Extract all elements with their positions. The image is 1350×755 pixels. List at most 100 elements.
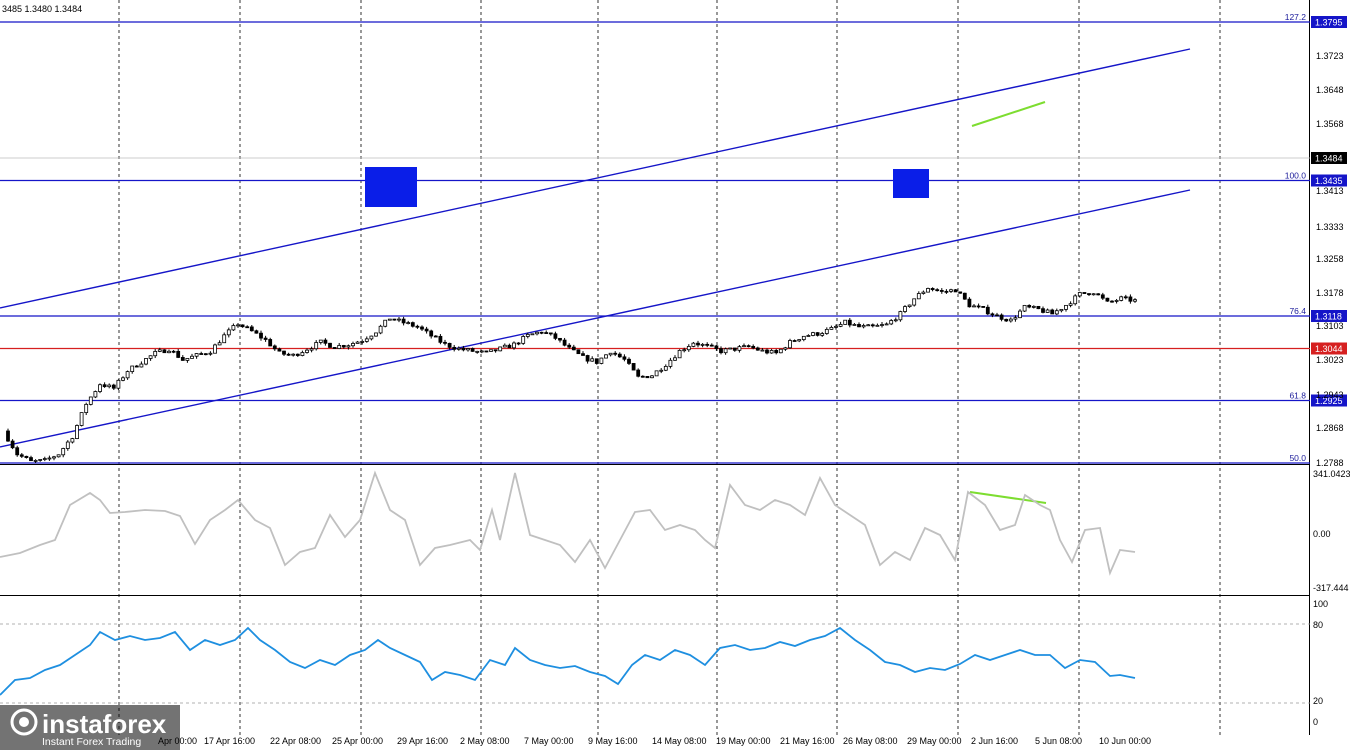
candle-body <box>153 350 158 357</box>
candle-body <box>392 318 397 321</box>
candle-body <box>617 353 622 358</box>
candle-body <box>613 352 618 355</box>
time-label: 9 May 16:00 <box>588 736 638 746</box>
candle-body <box>700 343 705 346</box>
rsi-tick-label: 20 <box>1313 696 1323 706</box>
candle-body <box>360 341 365 343</box>
candle-body <box>852 324 857 326</box>
candle-body <box>507 344 512 349</box>
price-tick-label: 1.2788 <box>1316 458 1344 468</box>
candle-body <box>1073 295 1078 305</box>
candle-body <box>650 375 654 379</box>
channel-upper-line <box>0 48 1191 309</box>
candle-body <box>295 353 300 356</box>
candle-body <box>686 346 691 351</box>
divergence-line-price <box>971 101 1046 127</box>
candle-body <box>52 456 56 459</box>
ohlc-readout: 3485 1.3480 1.3484 <box>2 4 82 14</box>
candle-body <box>553 333 558 339</box>
candle-body <box>1128 296 1133 302</box>
candle-body <box>548 332 553 335</box>
candle-body <box>116 379 121 389</box>
candle-body <box>452 346 457 350</box>
candle-body <box>751 345 756 349</box>
time-label: 25 Apr 00:00 <box>332 736 383 746</box>
candle-body <box>222 334 227 344</box>
candle-body <box>875 324 880 327</box>
candle-body <box>107 384 112 388</box>
candle-body <box>530 333 535 336</box>
candle-body <box>820 333 825 336</box>
candle-body <box>300 352 305 356</box>
price-tick-label: 1.3023 <box>1316 355 1344 365</box>
candle-body <box>691 342 696 347</box>
candle-body <box>475 350 480 353</box>
candle-body <box>765 349 769 354</box>
candle-body <box>677 349 682 359</box>
candle-body <box>732 347 737 351</box>
candle-body <box>424 328 429 332</box>
candle-body <box>916 293 921 300</box>
candle-body <box>98 384 102 392</box>
candle-body <box>397 318 401 321</box>
candle-body <box>1045 309 1050 313</box>
candle-body <box>213 344 217 354</box>
candle-body <box>806 335 811 337</box>
candle-body <box>1031 305 1036 308</box>
candle-body <box>185 358 190 361</box>
candle-body <box>29 457 33 462</box>
candle-body <box>880 324 884 326</box>
candle-body <box>838 323 843 327</box>
candle-body <box>217 342 222 346</box>
time-label: 10 Jun 00:00 <box>1099 736 1151 746</box>
candle-body <box>1123 296 1128 299</box>
candle-body <box>898 311 903 321</box>
candle-body <box>562 339 567 346</box>
candle-body <box>847 319 852 326</box>
candle-body <box>1091 293 1096 296</box>
candle-body <box>1087 293 1091 296</box>
candle-body <box>755 347 760 351</box>
candle-body <box>760 349 765 352</box>
rsi-tick-label: 0 <box>1313 717 1318 727</box>
candle-body <box>208 352 213 355</box>
candle-body <box>1110 300 1114 303</box>
candle-body <box>47 457 52 460</box>
level-price-label: 1.3044 <box>1315 344 1343 354</box>
time-label: 21 May 16:00 <box>780 736 835 746</box>
watermark-tagline: Instant Forex Trading <box>42 736 141 748</box>
candle-body <box>558 337 562 341</box>
time-label: 14 May 08:00 <box>652 736 707 746</box>
blue-boxes <box>365 167 929 207</box>
candle-body <box>719 348 723 354</box>
candle-body <box>594 358 599 364</box>
price-tick-label: 1.2943 <box>1316 390 1344 400</box>
candle-body <box>438 335 443 343</box>
candle-body <box>38 459 43 461</box>
candle-body <box>811 332 815 336</box>
candle-body <box>981 306 986 308</box>
candle-body <box>1013 317 1018 320</box>
time-label: 26 May 08:00 <box>843 736 898 746</box>
price-tick-label: 1.3413 <box>1316 186 1344 196</box>
candle-body <box>659 369 664 372</box>
candle-body <box>663 365 668 371</box>
candle-body <box>447 342 452 348</box>
fib-label: 50.0 <box>1289 453 1306 463</box>
fib-levels: 127.2 1.3795 100.0 1.3435 76.4 1.3118 1.3044 61… <box>0 12 1347 464</box>
candle-body <box>792 340 797 342</box>
candle-body <box>769 350 774 354</box>
candle-body <box>636 369 641 377</box>
candle-body <box>903 306 907 312</box>
blue-box-2 <box>893 169 929 198</box>
candle-body <box>567 344 572 348</box>
candle-body <box>512 342 516 349</box>
price-tick-label: 1.3568 <box>1316 119 1344 129</box>
candle-body <box>958 291 963 294</box>
current-price-tag <box>1311 152 1347 164</box>
candle-body <box>737 346 742 351</box>
candle-body <box>42 458 47 460</box>
candle-body <box>985 306 990 315</box>
